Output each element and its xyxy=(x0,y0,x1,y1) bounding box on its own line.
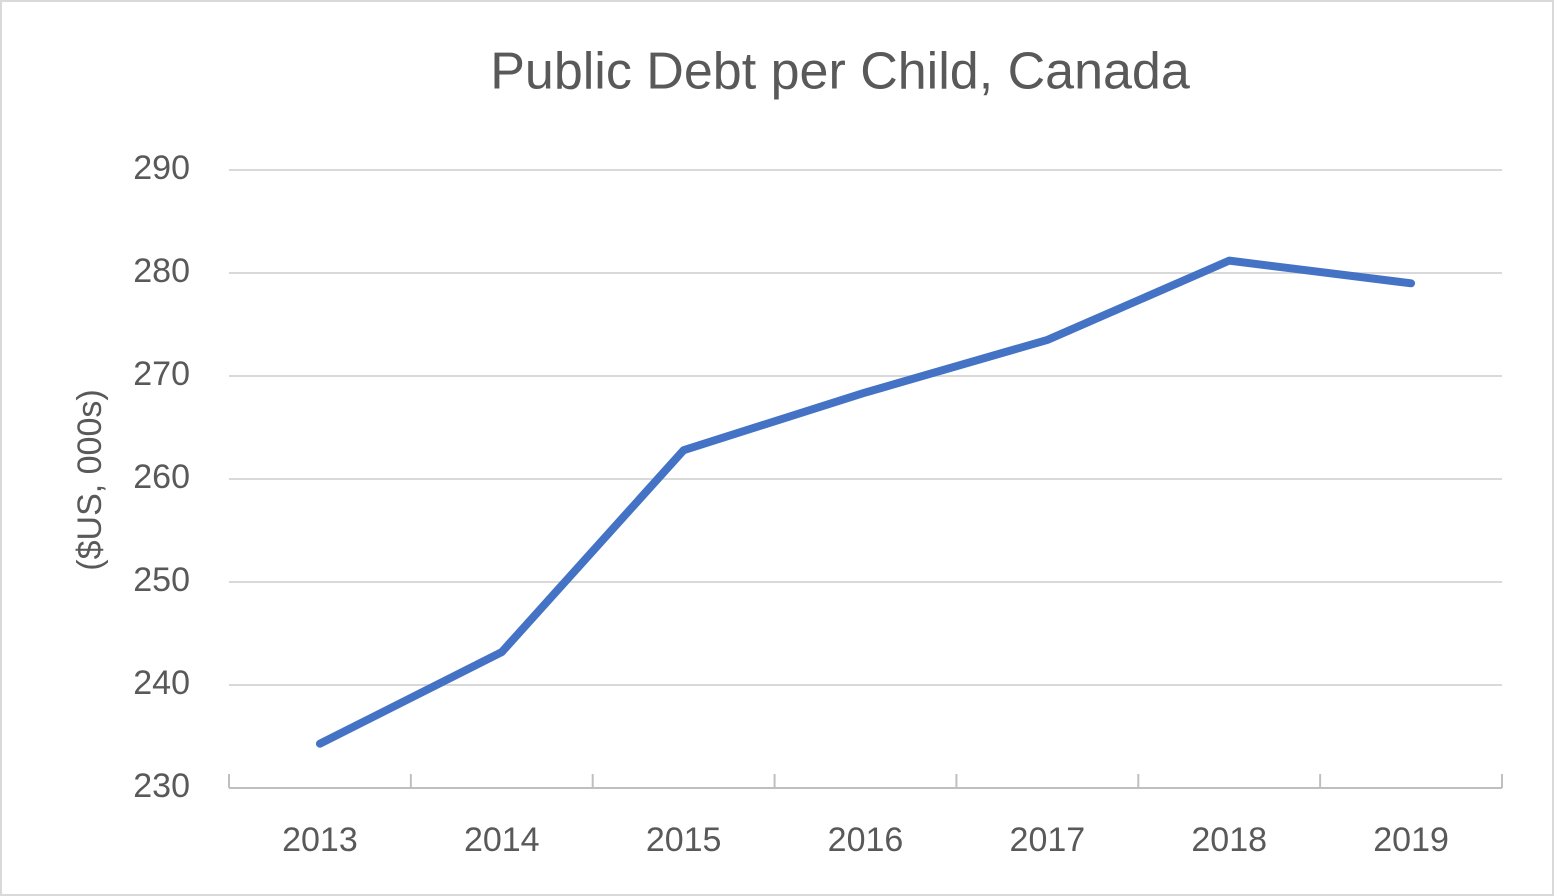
chart-title: Public Debt per Child, Canada xyxy=(490,43,1190,101)
x-tick-label: 2013 xyxy=(282,821,358,859)
y-tick-label: 230 xyxy=(133,767,190,805)
x-tick-label: 2015 xyxy=(646,821,722,859)
y-tick-label: 260 xyxy=(133,458,190,496)
x-tick-label: 2019 xyxy=(1373,821,1449,859)
x-tick-label: 2017 xyxy=(1010,821,1086,859)
y-tick-label: 280 xyxy=(133,252,190,290)
line-series xyxy=(315,256,1416,748)
x-tick-label: 2014 xyxy=(464,821,540,859)
y-tick-label: 240 xyxy=(133,664,190,702)
y-tick-label: 270 xyxy=(133,355,190,393)
y-tick-label: 250 xyxy=(133,561,190,599)
x-tick-label: 2018 xyxy=(1191,821,1267,859)
x-tick-label: 2016 xyxy=(828,821,904,859)
y-axis-label: ($US, 000s) xyxy=(71,389,109,570)
y-tick-label: 290 xyxy=(133,149,190,187)
